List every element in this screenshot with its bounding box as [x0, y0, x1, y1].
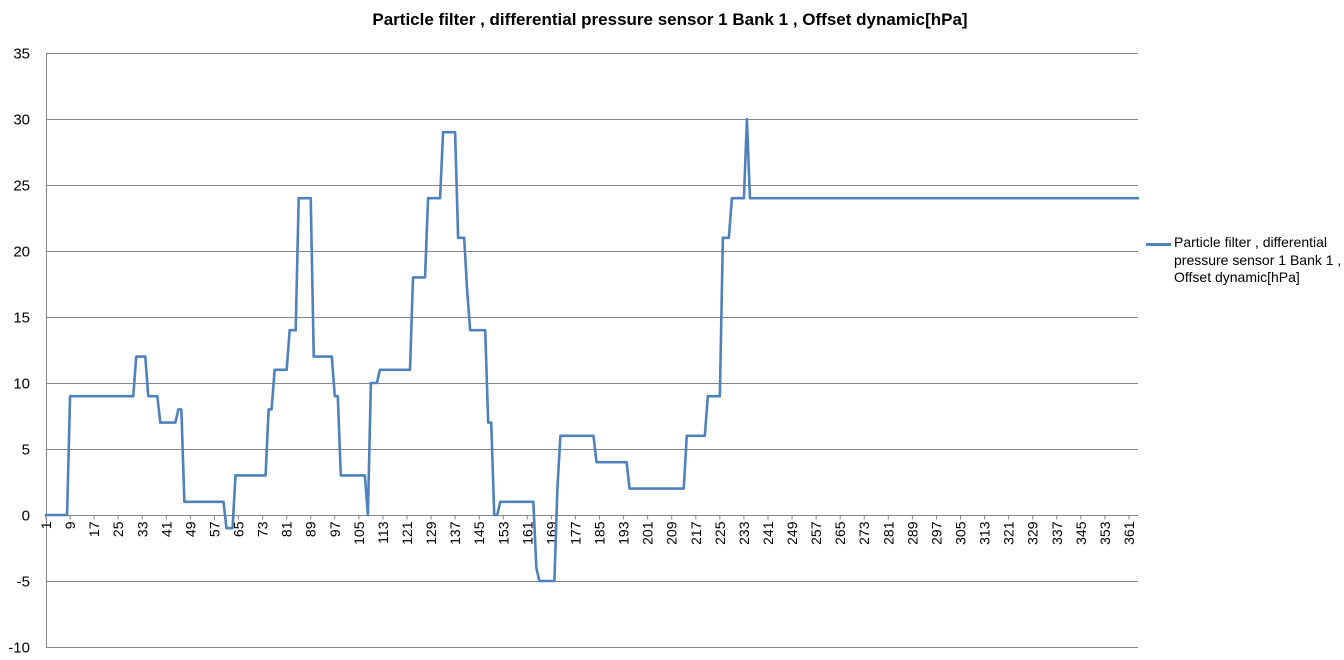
legend-label: Particle filter , differential pressure … [1174, 234, 1342, 285]
x-tick-label: 57 [206, 521, 222, 537]
x-tick-label: 17 [86, 521, 102, 537]
x-tick-label: 129 [423, 521, 439, 545]
x-tick-label: 217 [688, 521, 704, 545]
legend-swatch [1146, 243, 1171, 246]
x-tick-label: 33 [134, 521, 150, 537]
x-tick-label: 25 [110, 521, 126, 537]
x-tick-label: 41 [158, 521, 174, 537]
y-tick-label: 30 [13, 112, 30, 129]
x-tick-label: 185 [592, 521, 608, 545]
y-tick-label: 35 [13, 46, 30, 63]
y-tick-label: 25 [13, 178, 30, 195]
x-tick-label: 1 [38, 521, 54, 529]
x-tick-label: 265 [832, 521, 848, 545]
x-tick-label: 225 [712, 521, 728, 545]
x-tick-label: 209 [664, 521, 680, 545]
x-tick-label: 161 [519, 521, 535, 545]
x-tick-label: 97 [327, 521, 343, 537]
x-tick-label: 201 [640, 521, 656, 545]
x-tick-label: 281 [880, 521, 896, 545]
x-tick-label: 273 [856, 521, 872, 545]
x-tick-labels: 1 9 17 25 33 41 49 57 65 73 81 89 97 105 113 121 129 137 1… [38, 521, 1137, 545]
x-tick-label: 289 [904, 521, 920, 545]
x-tick-label: 353 [1097, 521, 1113, 545]
y-tick-labels: -10 -5 0 5 10 15 20 25 30 35 [8, 46, 30, 657]
y-tick-label: -10 [8, 640, 30, 657]
x-tick-label: 89 [303, 521, 319, 537]
y-tick-label: 5 [22, 442, 30, 459]
x-tick-label: 361 [1121, 521, 1137, 545]
x-tick-label: 153 [495, 521, 511, 545]
y-tick-label: -5 [17, 574, 30, 591]
y-tick-label: 15 [13, 310, 30, 327]
x-tick-label: 113 [375, 521, 391, 544]
x-tick-label: 73 [255, 521, 271, 537]
x-tick-label: 241 [760, 521, 776, 545]
x-tick-label: 121 [399, 521, 415, 545]
y-tick-label: 10 [13, 376, 30, 393]
series-line [44, 117, 1140, 583]
x-tick-label: 177 [567, 521, 583, 545]
x-tick-label: 137 [447, 521, 463, 545]
x-tick-label: 145 [471, 521, 487, 545]
chart-title: Particle filter , differential pressure … [372, 10, 968, 29]
x-tick-label: 321 [1001, 521, 1017, 545]
axes [45, 53, 1138, 647]
x-tick-label: 193 [616, 521, 632, 545]
x-tick-label: 257 [808, 521, 824, 545]
x-tick-label: 233 [736, 521, 752, 545]
x-tick-label: 81 [279, 521, 295, 537]
x-tick-label: 9 [62, 521, 78, 529]
x-tick-label: 345 [1073, 521, 1089, 545]
gridlines [46, 53, 1138, 648]
y-tick-label: 0 [22, 508, 30, 525]
x-tick-label: 65 [231, 521, 247, 537]
x-tick-label: 305 [953, 521, 969, 545]
x-tick-label: 49 [182, 521, 198, 537]
x-tick-label: 297 [928, 521, 944, 545]
x-tick-label: 313 [977, 521, 993, 545]
x-tick-label: 337 [1049, 521, 1065, 545]
x-tick-label: 329 [1025, 521, 1041, 545]
y-tick-label: 20 [13, 244, 30, 261]
x-tick-label: 105 [351, 521, 367, 545]
series-layer [44, 117, 1140, 583]
x-tick-label: 249 [784, 521, 800, 545]
